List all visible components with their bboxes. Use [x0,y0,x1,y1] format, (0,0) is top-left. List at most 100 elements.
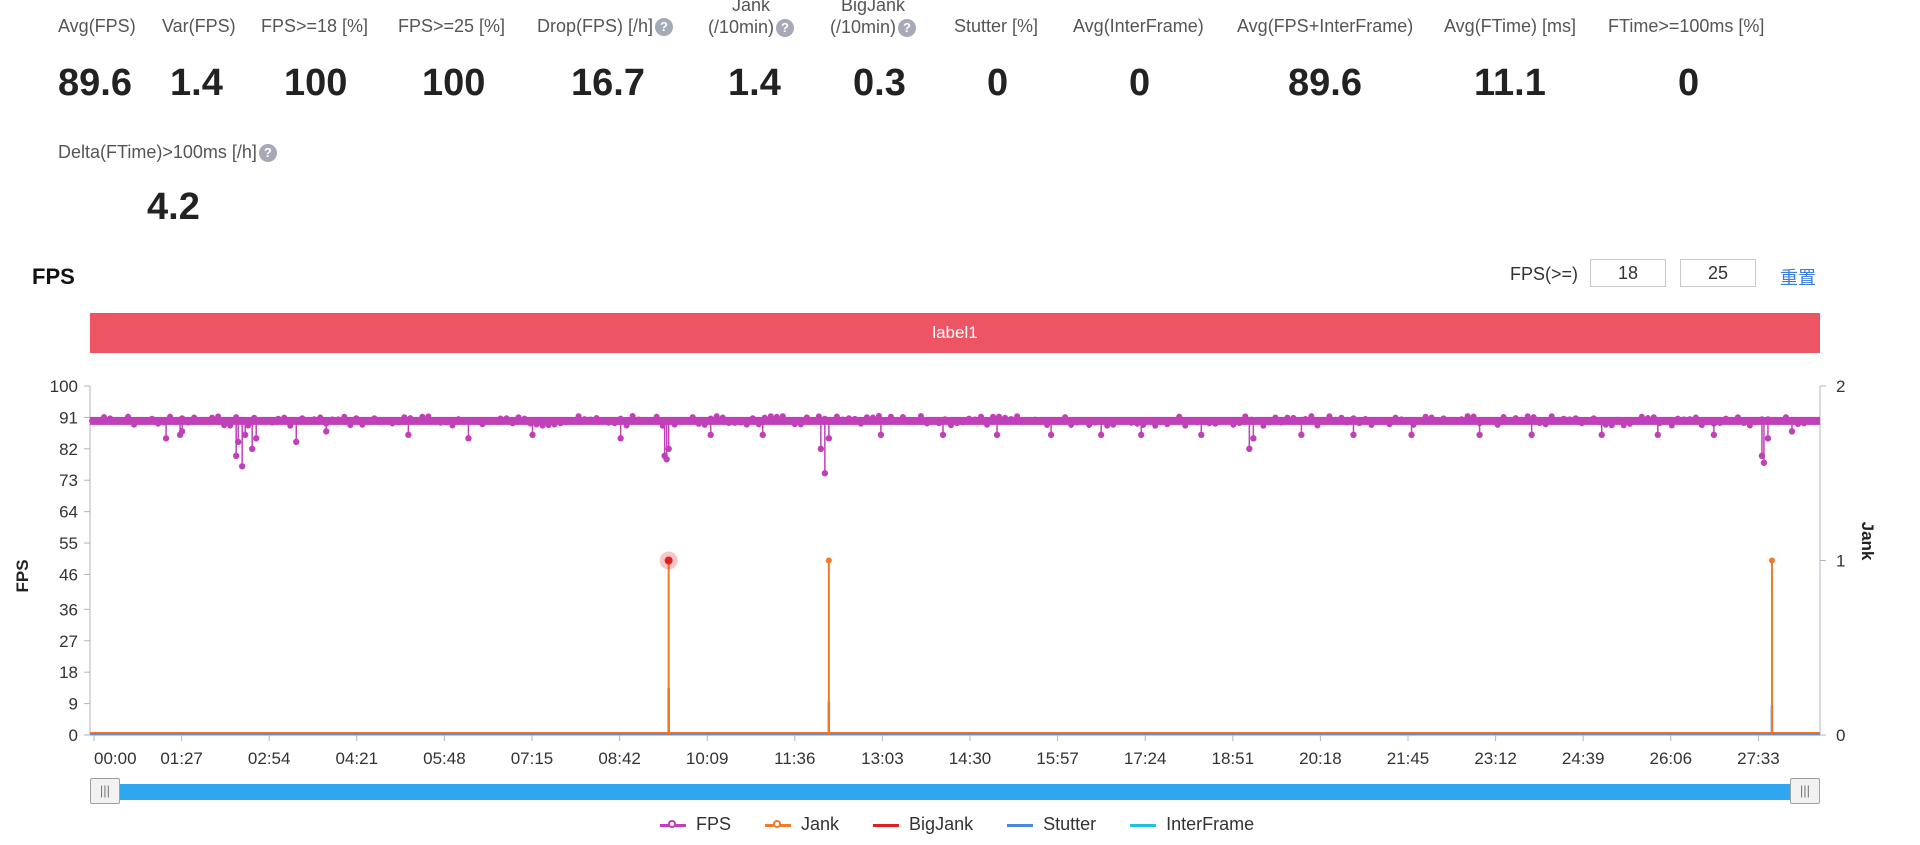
fps-point [1002,414,1009,421]
legend-item-fps[interactable]: FPS [660,814,731,835]
x-tick-label: 17:24 [1124,749,1167,768]
fps-point [575,413,582,420]
zoom-handle-right[interactable]: ||| [1790,778,1820,804]
x-tick-label: 08:42 [598,749,641,768]
fps-point [1194,419,1201,426]
legend-item-jank[interactable]: Jank [765,814,839,835]
fps-point [773,413,780,420]
fps-point [701,421,708,428]
stat-value: 89.6 [58,62,132,104]
fps-point [677,418,684,425]
fps-point [1122,417,1129,424]
stat-label: Delta(FTime)>100ms [/h]? [58,142,277,163]
fps-point [947,422,954,429]
fps-point [1788,416,1795,423]
fps-point [635,416,642,423]
y-tick-label: 0 [69,726,78,745]
fps-point [1578,420,1585,427]
fps-point [1434,417,1441,424]
stat-value: 1.4 [170,62,223,104]
label-bar[interactable]: label1 [90,313,1820,353]
fps-point [569,418,576,425]
fps-point [707,415,714,422]
fps-point [119,417,126,424]
fps-dip-point [825,435,833,442]
fps-point [1674,415,1681,422]
fps-threshold-low-input[interactable] [1590,259,1666,287]
fps-point [1542,421,1549,428]
fps-point [1812,418,1819,425]
fps-point [287,422,294,429]
y-tick-label: 100 [50,377,78,396]
fps-threshold-high-input[interactable] [1680,259,1756,287]
fps-point [275,415,282,422]
fps-dip-point [665,445,672,453]
stat-label: Avg(FPS+InterFrame) [1237,16,1414,36]
fps-dip-point [993,431,1001,439]
fps-point [1662,418,1669,425]
stat-value: 4.2 [147,186,200,228]
fps-dip-point [238,463,246,470]
fps-point [251,414,258,421]
fps-point [972,416,979,423]
fps-point [551,421,558,428]
fps-point [1782,414,1789,421]
fps-point [755,421,762,428]
fps-point [1404,417,1411,424]
fps-point [257,417,264,424]
fps-point [617,415,624,422]
fps-point [281,414,288,421]
fps-point [905,417,912,424]
fps-point [1086,421,1093,428]
fps-point [875,412,882,419]
fps-point [233,414,240,421]
legend-label: Stutter [1043,814,1097,834]
x-tick-label: 27:33 [1737,749,1780,768]
fps-dip-point [759,431,766,439]
fps-point [917,412,924,419]
legend-item-bigjank[interactable]: BigJank [873,814,973,835]
fps-point [401,414,408,421]
fps-point [1416,418,1423,425]
fps-point [1146,418,1153,425]
help-icon[interactable]: ? [258,144,277,163]
help-icon[interactable]: ? [655,18,674,37]
reset-button[interactable]: 重置 [1780,268,1816,288]
x-tick-label: 05:48 [423,749,466,768]
fps-point [1326,413,1333,420]
fps-dip-point [1198,431,1205,439]
legend: FPS Jank BigJank Stutter InterFrame [660,814,1254,835]
fps-point [461,417,468,424]
fps-point [623,422,630,429]
fps-point [785,418,792,425]
fps-dip-point [323,428,330,435]
fps-dip-point [178,428,186,435]
fps-point [1134,420,1141,427]
fps-point [143,417,150,424]
fps-point [1164,421,1171,428]
y-tick-label: 64 [59,503,78,522]
fps-point [881,419,888,426]
help-icon[interactable]: ? [898,19,917,38]
fps-dip-point [1047,431,1055,439]
bigjank-highlight-point [664,556,673,565]
fps-point [1770,418,1777,425]
y2-tick-label: 0 [1836,726,1845,745]
fps-point [1560,415,1567,422]
fps-dip-point [252,435,260,442]
fps-dip-point [1298,431,1305,439]
legend-label: Jank [801,814,840,834]
zoom-range[interactable] [105,784,1805,800]
fps-point [1446,416,1453,423]
help-icon[interactable]: ? [776,19,795,38]
fps-point [1422,413,1429,420]
zoom-handle-left[interactable]: ||| [90,778,120,804]
fps-point [653,413,660,420]
zoom-slider[interactable]: ||| ||| [90,778,1820,806]
legend-item-stutter[interactable]: Stutter [1007,814,1096,835]
stat-value: 100 [422,62,486,104]
fps-point [107,415,114,422]
fps-point [821,415,828,422]
legend-item-interframe[interactable]: InterFrame [1130,814,1254,835]
